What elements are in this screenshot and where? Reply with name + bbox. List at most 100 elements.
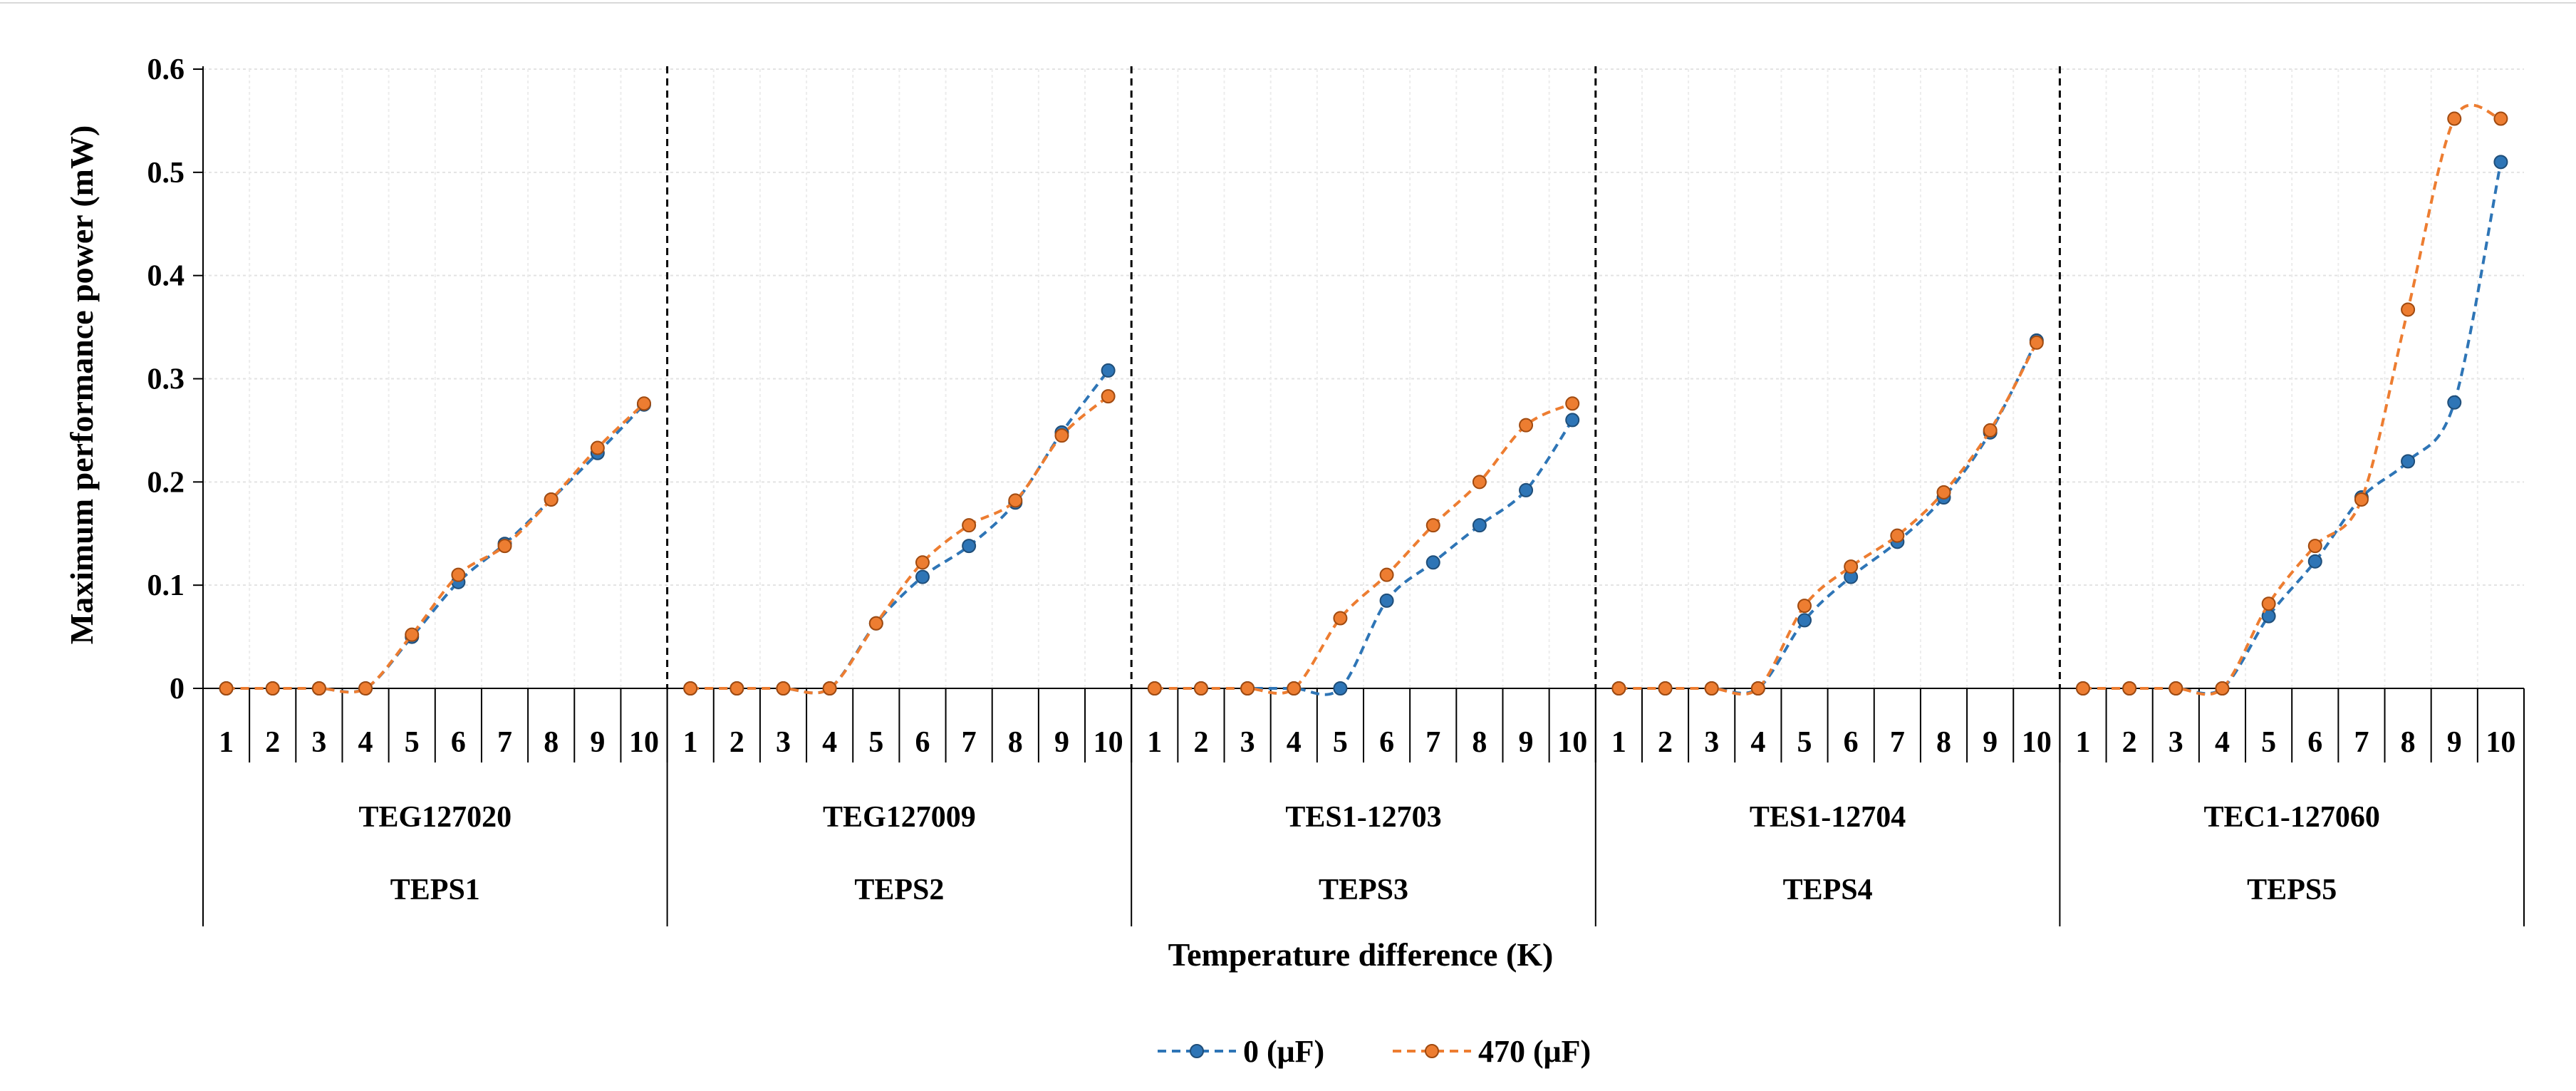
data-point xyxy=(1472,475,1487,490)
x-tick-label: 4 xyxy=(1287,726,1302,759)
y-tick-label: 0.2 xyxy=(147,466,185,499)
x-tick-label: 5 xyxy=(1333,726,1348,759)
group-module-label: TES1-12704 xyxy=(1750,801,1906,834)
data-point xyxy=(1193,681,1208,696)
data-point xyxy=(2215,681,2230,696)
x-tick-label: 8 xyxy=(1936,726,1951,759)
data-point xyxy=(2307,539,2322,554)
data-point xyxy=(2354,492,2369,507)
data-point xyxy=(311,681,326,696)
data-point xyxy=(915,569,930,584)
x-tick-label: 8 xyxy=(2401,726,2416,759)
x-tick-label: 7 xyxy=(962,726,977,759)
series-line xyxy=(226,402,645,694)
x-tick-label: 8 xyxy=(1472,726,1487,759)
data-point xyxy=(2447,111,2462,126)
x-tick-label: 7 xyxy=(497,726,512,759)
legend-label: 470 (μF) xyxy=(1478,1034,1591,1069)
group-separators xyxy=(666,66,2061,688)
x-tick-label: 3 xyxy=(311,726,326,759)
x-tick-label: 4 xyxy=(1750,726,1765,759)
data-point xyxy=(2493,111,2508,126)
data-point xyxy=(822,681,837,696)
x-tick-label: 4 xyxy=(822,726,837,759)
y-tick-label: 0.1 xyxy=(147,569,185,602)
data-point xyxy=(2169,681,2183,696)
data-point xyxy=(1936,485,1951,500)
y-tick-label: 0.4 xyxy=(147,260,185,293)
x-tick-label: 2 xyxy=(1658,726,1673,759)
data-point xyxy=(1797,613,1812,628)
y-axis: 0 0.1 0.2 0.3 0.4 0.5 0.6 xyxy=(147,53,204,705)
data-point xyxy=(1333,611,1348,626)
group-system-label: TEPS2 xyxy=(854,874,944,906)
x-tick-label: 9 xyxy=(590,726,605,759)
series-line xyxy=(1154,402,1574,695)
x-tick-label: 9 xyxy=(1519,726,1534,759)
group-system-label: TEPS3 xyxy=(1319,874,1408,906)
group-system-label: TEPS4 xyxy=(1783,874,1873,906)
series-470uF xyxy=(219,103,2508,696)
data-point xyxy=(1379,567,1394,582)
x-tick-label: 3 xyxy=(2169,726,2183,759)
data-point xyxy=(729,681,744,696)
data-point xyxy=(1008,493,1023,508)
data-point xyxy=(2307,554,2322,569)
data-point xyxy=(1844,559,1859,574)
data-point xyxy=(2401,302,2416,317)
data-point xyxy=(1425,555,1440,570)
data-point xyxy=(1054,428,1069,443)
x-tick-label: 2 xyxy=(2122,726,2137,759)
data-point xyxy=(2493,155,2508,170)
x-tick-label: 6 xyxy=(1844,726,1859,759)
data-point xyxy=(1287,681,1302,696)
x-tick-label: 1 xyxy=(2075,726,2090,759)
x-tick-label: 6 xyxy=(2307,726,2322,759)
data-point xyxy=(544,492,559,507)
x-tick-label: 5 xyxy=(868,726,883,759)
x-tick-label: 1 xyxy=(1147,726,1162,759)
data-point xyxy=(2075,681,2090,696)
data-point xyxy=(915,555,930,570)
data-point xyxy=(2029,335,2044,350)
data-point xyxy=(2401,454,2416,469)
data-point xyxy=(1983,423,1998,438)
data-point xyxy=(1519,482,1534,497)
data-point xyxy=(265,681,280,696)
data-point xyxy=(1147,681,1162,696)
grid xyxy=(203,68,2524,688)
data-point xyxy=(1750,681,1765,696)
data-point xyxy=(358,681,373,696)
data-point xyxy=(1101,363,1116,378)
x-tick-label: 4 xyxy=(358,726,373,759)
y-tick-label: 0.6 xyxy=(147,53,185,86)
data-point xyxy=(1797,599,1812,614)
y-tick-label: 0 xyxy=(170,673,185,705)
x-tick-label: 3 xyxy=(1240,726,1255,759)
group-module-label: TES1-12703 xyxy=(1285,801,1441,834)
x-tick-label: 6 xyxy=(1379,726,1394,759)
x-tick-label: 10 xyxy=(2486,726,2515,759)
data-point xyxy=(962,539,977,554)
legend-label: 0 (μF) xyxy=(1243,1034,1324,1069)
group-system-label: TEPS1 xyxy=(390,874,480,906)
x-tick-label: 7 xyxy=(1890,726,1905,759)
x-tick-label: 10 xyxy=(1094,726,1123,759)
data-point xyxy=(405,627,420,642)
data-point xyxy=(1611,681,1626,696)
x-tick-label: 9 xyxy=(2447,726,2462,759)
x-tick-label: 9 xyxy=(1054,726,1069,759)
y-axis-title: Maximum performance power (mW) xyxy=(63,125,100,645)
x-tick-label: 2 xyxy=(265,726,280,759)
group-module-label: TEG127020 xyxy=(358,801,511,834)
x-tick-label: 3 xyxy=(776,726,791,759)
data-point xyxy=(962,518,977,533)
data-point xyxy=(1565,396,1580,411)
x-tick-label: 1 xyxy=(683,726,698,759)
x-tick-label: 7 xyxy=(1425,726,1440,759)
x-tick-label: 10 xyxy=(629,726,659,759)
data-point xyxy=(590,440,605,455)
data-point xyxy=(451,567,466,582)
x-tick-label: 6 xyxy=(451,726,466,759)
